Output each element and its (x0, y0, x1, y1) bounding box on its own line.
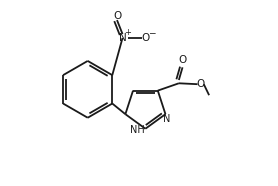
Text: O: O (113, 11, 121, 21)
Text: N: N (163, 114, 171, 124)
Text: N: N (119, 33, 126, 43)
Text: +: + (125, 28, 131, 37)
Text: O: O (141, 33, 150, 43)
Text: O: O (197, 79, 205, 89)
Text: NH: NH (130, 125, 145, 135)
Text: O: O (178, 55, 187, 65)
Text: −: − (148, 28, 155, 37)
